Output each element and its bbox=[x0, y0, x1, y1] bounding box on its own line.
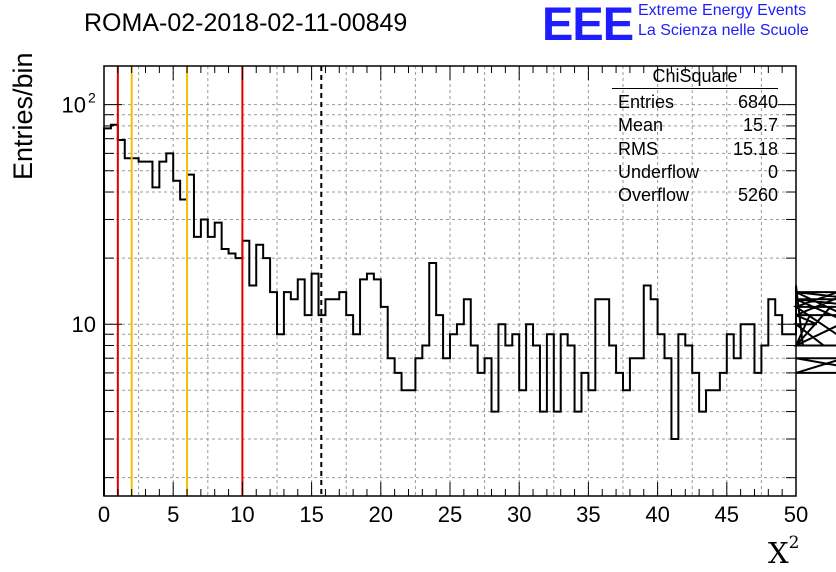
x-tick-label: 35 bbox=[576, 502, 600, 527]
stat-value: 15.18 bbox=[732, 138, 778, 159]
stat-row-mean: Mean 15.7 bbox=[612, 114, 778, 137]
x-tick-label: 15 bbox=[299, 502, 323, 527]
x-tick-label: 0 bbox=[98, 502, 110, 527]
x-axis-label-superscript: 2 bbox=[788, 533, 800, 554]
stat-label: Mean bbox=[618, 115, 664, 136]
x-tick-label: 40 bbox=[645, 502, 669, 527]
stat-row-entries: Entries 6840 bbox=[612, 91, 778, 114]
x-tick-label: 10 bbox=[230, 502, 254, 527]
y-tick-label: 10 bbox=[72, 312, 96, 337]
y-axis-label: Entries/bin bbox=[8, 52, 38, 180]
stat-row-overflow: Overflow 5260 bbox=[612, 184, 778, 207]
stat-row-underflow: Underflow 0 bbox=[612, 161, 778, 184]
stat-label: RMS bbox=[618, 138, 658, 159]
y-tick-label-exponent: 2 bbox=[88, 90, 96, 106]
logo-line-2: La Scienza nelle Scuole bbox=[638, 22, 809, 39]
logo-line-1: Extreme Energy Events bbox=[638, 2, 807, 19]
stat-label: Overflow bbox=[618, 185, 690, 206]
x-tick-label: 30 bbox=[507, 502, 531, 527]
stats-box: ChiSquare Entries 6840 Mean 15.7 RMS 15.… bbox=[612, 66, 778, 207]
x-tick-label: 20 bbox=[369, 502, 393, 527]
x-tick-label: 5 bbox=[167, 502, 179, 527]
stat-value: 5260 bbox=[737, 185, 778, 206]
eee-logo-mark: EEE bbox=[542, 0, 634, 50]
y-tick-label: 10 bbox=[62, 93, 86, 118]
stat-value: 15.7 bbox=[742, 115, 778, 136]
x-tick-label: 25 bbox=[438, 502, 462, 527]
histogram-series bbox=[103, 123, 836, 496]
x-tick-label: 50 bbox=[784, 502, 808, 527]
stat-value: 0 bbox=[767, 161, 778, 182]
stats-title: ChiSquare bbox=[612, 66, 778, 89]
stat-label: Entries bbox=[618, 92, 675, 112]
x-tick-label: 45 bbox=[715, 502, 739, 527]
stat-value: 6840 bbox=[737, 92, 778, 112]
stat-row-rms: RMS 15.18 bbox=[612, 138, 778, 161]
x-axis-label-base: X bbox=[768, 536, 789, 570]
stat-label: Underflow bbox=[618, 161, 700, 182]
run-title: ROMA-02-2018-02-11-00849 bbox=[84, 9, 408, 37]
x-axis-label: X2 bbox=[768, 533, 800, 570]
